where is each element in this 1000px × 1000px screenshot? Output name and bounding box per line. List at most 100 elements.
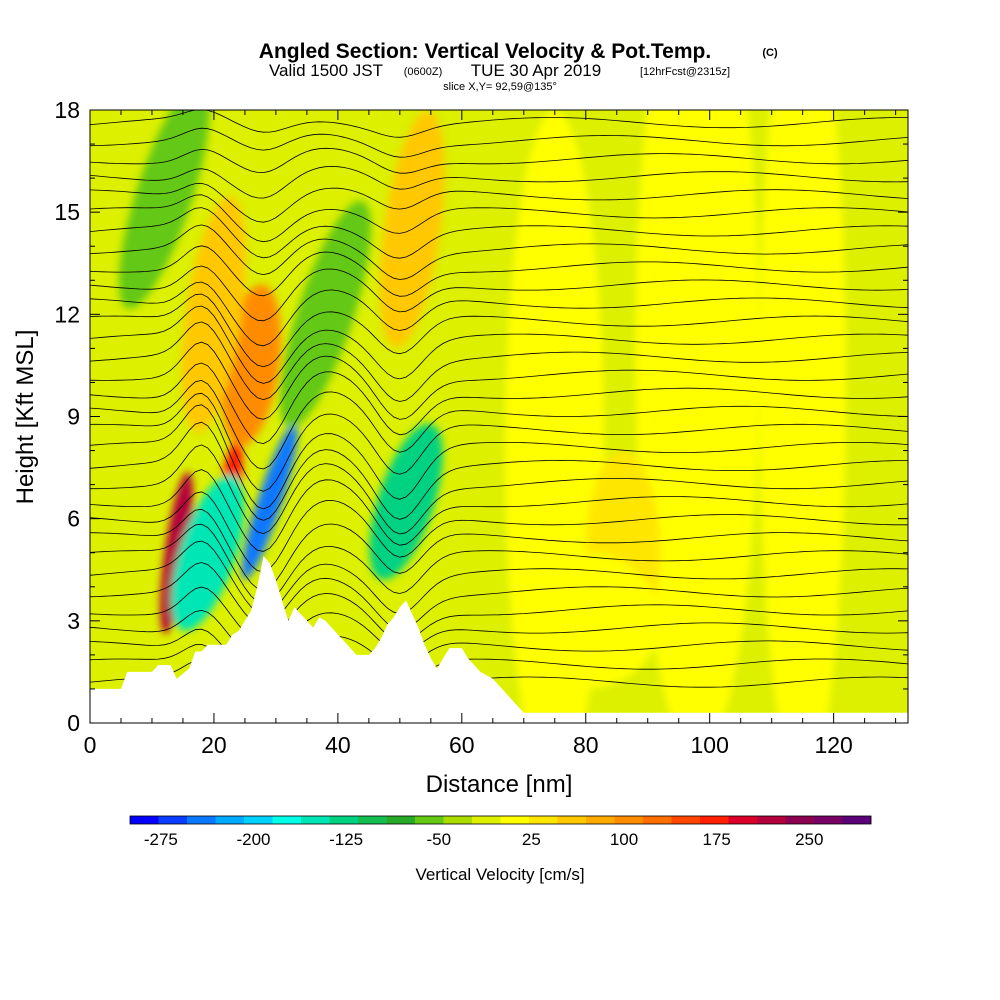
theta-contour	[90, 362, 908, 445]
velocity-feature	[280, 200, 371, 428]
colorbar-cell	[415, 816, 444, 824]
colorbar-cell	[785, 816, 815, 824]
colorbar-tick-label: -200	[236, 830, 270, 849]
x-axis: 0 20 40 60 80 100 120	[84, 110, 897, 758]
colorbar-tick-label: -50	[426, 830, 451, 849]
theta-contour	[90, 281, 908, 347]
valid-prefix: Valid 1500 JST	[269, 61, 383, 80]
colorbar-cell	[215, 816, 245, 824]
colorbar-cell	[329, 816, 359, 824]
theta-contour	[90, 293, 908, 368]
y-axis: 0 3 6 9 12 15 18	[54, 97, 908, 736]
y-tick-label: 9	[67, 404, 80, 430]
velocity-feature	[171, 474, 245, 631]
y-tick-label: 15	[54, 199, 80, 225]
colorbar-tick-label: 100	[610, 830, 638, 849]
colorbar-cell	[728, 816, 758, 824]
theta-contour	[90, 379, 908, 470]
x-tick-label: 100	[691, 732, 729, 758]
theta-contour	[90, 469, 908, 552]
colorbar-cell	[244, 816, 273, 824]
colorbar-cell	[586, 816, 615, 824]
colorbar-cell	[814, 816, 843, 824]
theta-contour	[90, 147, 908, 174]
copyright-mark: (C)	[762, 47, 778, 59]
colorbar-tick-label: 25	[522, 830, 541, 849]
colorbar-cell	[842, 816, 872, 824]
colorbar-tick-label: -275	[144, 830, 178, 849]
colorbar-labels: -275 -200 -125 -50 25 100 175 250	[144, 830, 824, 849]
colorbar-cell	[358, 816, 387, 824]
theta-contour	[90, 165, 908, 199]
theta-contour	[90, 491, 908, 573]
colorbar: -275 -200 -125 -50 25 100 175 250 Vertical Velo…	[129, 815, 872, 884]
theta-contour	[90, 341, 908, 420]
weak-updraft-region	[759, 110, 847, 723]
colorbar-cell	[130, 816, 159, 824]
theta-contour	[90, 523, 908, 604]
colorbar-cell	[500, 816, 530, 824]
colorbar-cells	[129, 815, 872, 825]
y-tick-label: 18	[54, 97, 80, 123]
velocity-feature	[160, 471, 194, 634]
x-tick-label: 20	[201, 732, 227, 758]
theta-contour	[90, 127, 908, 158]
colorbar-cell	[443, 816, 473, 824]
colorbar-cell	[757, 816, 786, 824]
x-tick-label: 120	[814, 732, 852, 758]
theta-contour	[90, 562, 908, 631]
colorbar-cell	[187, 816, 216, 824]
theta-contour	[90, 609, 908, 664]
colorbar-cell	[557, 816, 587, 824]
title-block: Angled Section: Vertical Velocity & Pot.…	[259, 40, 778, 93]
slice-label: slice X,Y= 92,59@135°	[443, 81, 557, 93]
x-tick-label: 80	[573, 732, 599, 758]
colorbar-frame	[129, 815, 872, 825]
velocity-feature	[181, 196, 247, 433]
weak-updraft-region	[635, 110, 760, 723]
velocity-feature	[369, 423, 443, 580]
x-tick-label: 40	[325, 732, 351, 758]
y-tick-label: 3	[67, 608, 80, 634]
theta-contour	[90, 508, 908, 591]
forecast-label: [12hrFcst@2315z]	[640, 66, 730, 78]
velocity-feature	[242, 423, 298, 580]
colorbar-cell	[386, 816, 416, 824]
theta-contour	[90, 444, 908, 535]
colorbar-cell	[643, 816, 672, 824]
theta-contour	[90, 540, 908, 615]
velocity-feature	[118, 110, 210, 309]
theta-contour	[90, 392, 908, 492]
theta-contour	[90, 265, 908, 322]
theta-contour	[90, 194, 908, 243]
theta-contour	[90, 110, 908, 138]
colorbar-tick-label: -125	[329, 830, 363, 849]
colorbar-cell	[529, 816, 558, 824]
x-tick-label: 60	[449, 732, 475, 758]
colorbar-cell	[272, 816, 302, 824]
colorbar-cell	[301, 816, 330, 824]
colorbar-cell	[671, 816, 701, 824]
colorbar-cell	[614, 816, 644, 824]
theta-contour	[90, 182, 908, 223]
theta-contour	[90, 305, 908, 384]
y-axis-label: Height [Kft MSL]	[12, 330, 39, 505]
colorbar-cell	[700, 816, 729, 824]
theta-contour	[90, 207, 908, 259]
colorbar-tick-label: 250	[795, 830, 823, 849]
valid-utc: (0600Z)	[404, 66, 443, 78]
colorbar-title: Vertical Velocity [cm/s]	[415, 865, 584, 884]
colorbar-cell	[158, 816, 188, 824]
theta-contour	[90, 321, 908, 402]
colorbar-tick-label: 175	[702, 830, 730, 849]
theta-contour	[90, 224, 908, 280]
plot-area: 0 20 40 60 80 100 120 0 3 6 9 12 15 18 Distance [nm]…	[12, 97, 909, 798]
x-axis-label: Distance [nm]	[426, 771, 573, 798]
chart-title: Angled Section: Vertical Velocity & Pot.…	[259, 40, 711, 63]
theta-contour	[90, 404, 908, 510]
theta-contour	[90, 586, 908, 644]
terrain	[90, 556, 908, 723]
y-tick-label: 0	[67, 710, 80, 736]
theta-contour	[90, 245, 908, 297]
